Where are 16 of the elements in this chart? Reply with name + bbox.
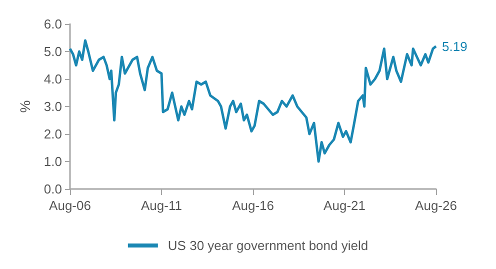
y-tick-label: 0.0 [44, 182, 62, 196]
y-tick-label: 6.0 [44, 16, 62, 32]
line-series [68, 39, 438, 163]
y-axis-title: % [17, 100, 33, 113]
y-tick-label: 2.0 [44, 126, 62, 142]
x-tick-label: Aug-16 [232, 198, 274, 213]
x-tick-label: Aug-11 [141, 198, 182, 213]
y-tick-label: 1.0 [44, 154, 62, 169]
y-tick-label: 3.0 [44, 99, 62, 114]
y-tick-label: 5.0 [44, 44, 62, 59]
x-tick-label: Aug-21 [324, 198, 366, 213]
legend-label: US 30 year government bond yield [168, 238, 368, 253]
x-tick-label: Aug-26 [415, 198, 457, 213]
data-label: 5.19 [442, 38, 468, 54]
x-tick-label: Aug-06 [49, 198, 91, 213]
y-tick-label: 4.0 [44, 72, 62, 86]
